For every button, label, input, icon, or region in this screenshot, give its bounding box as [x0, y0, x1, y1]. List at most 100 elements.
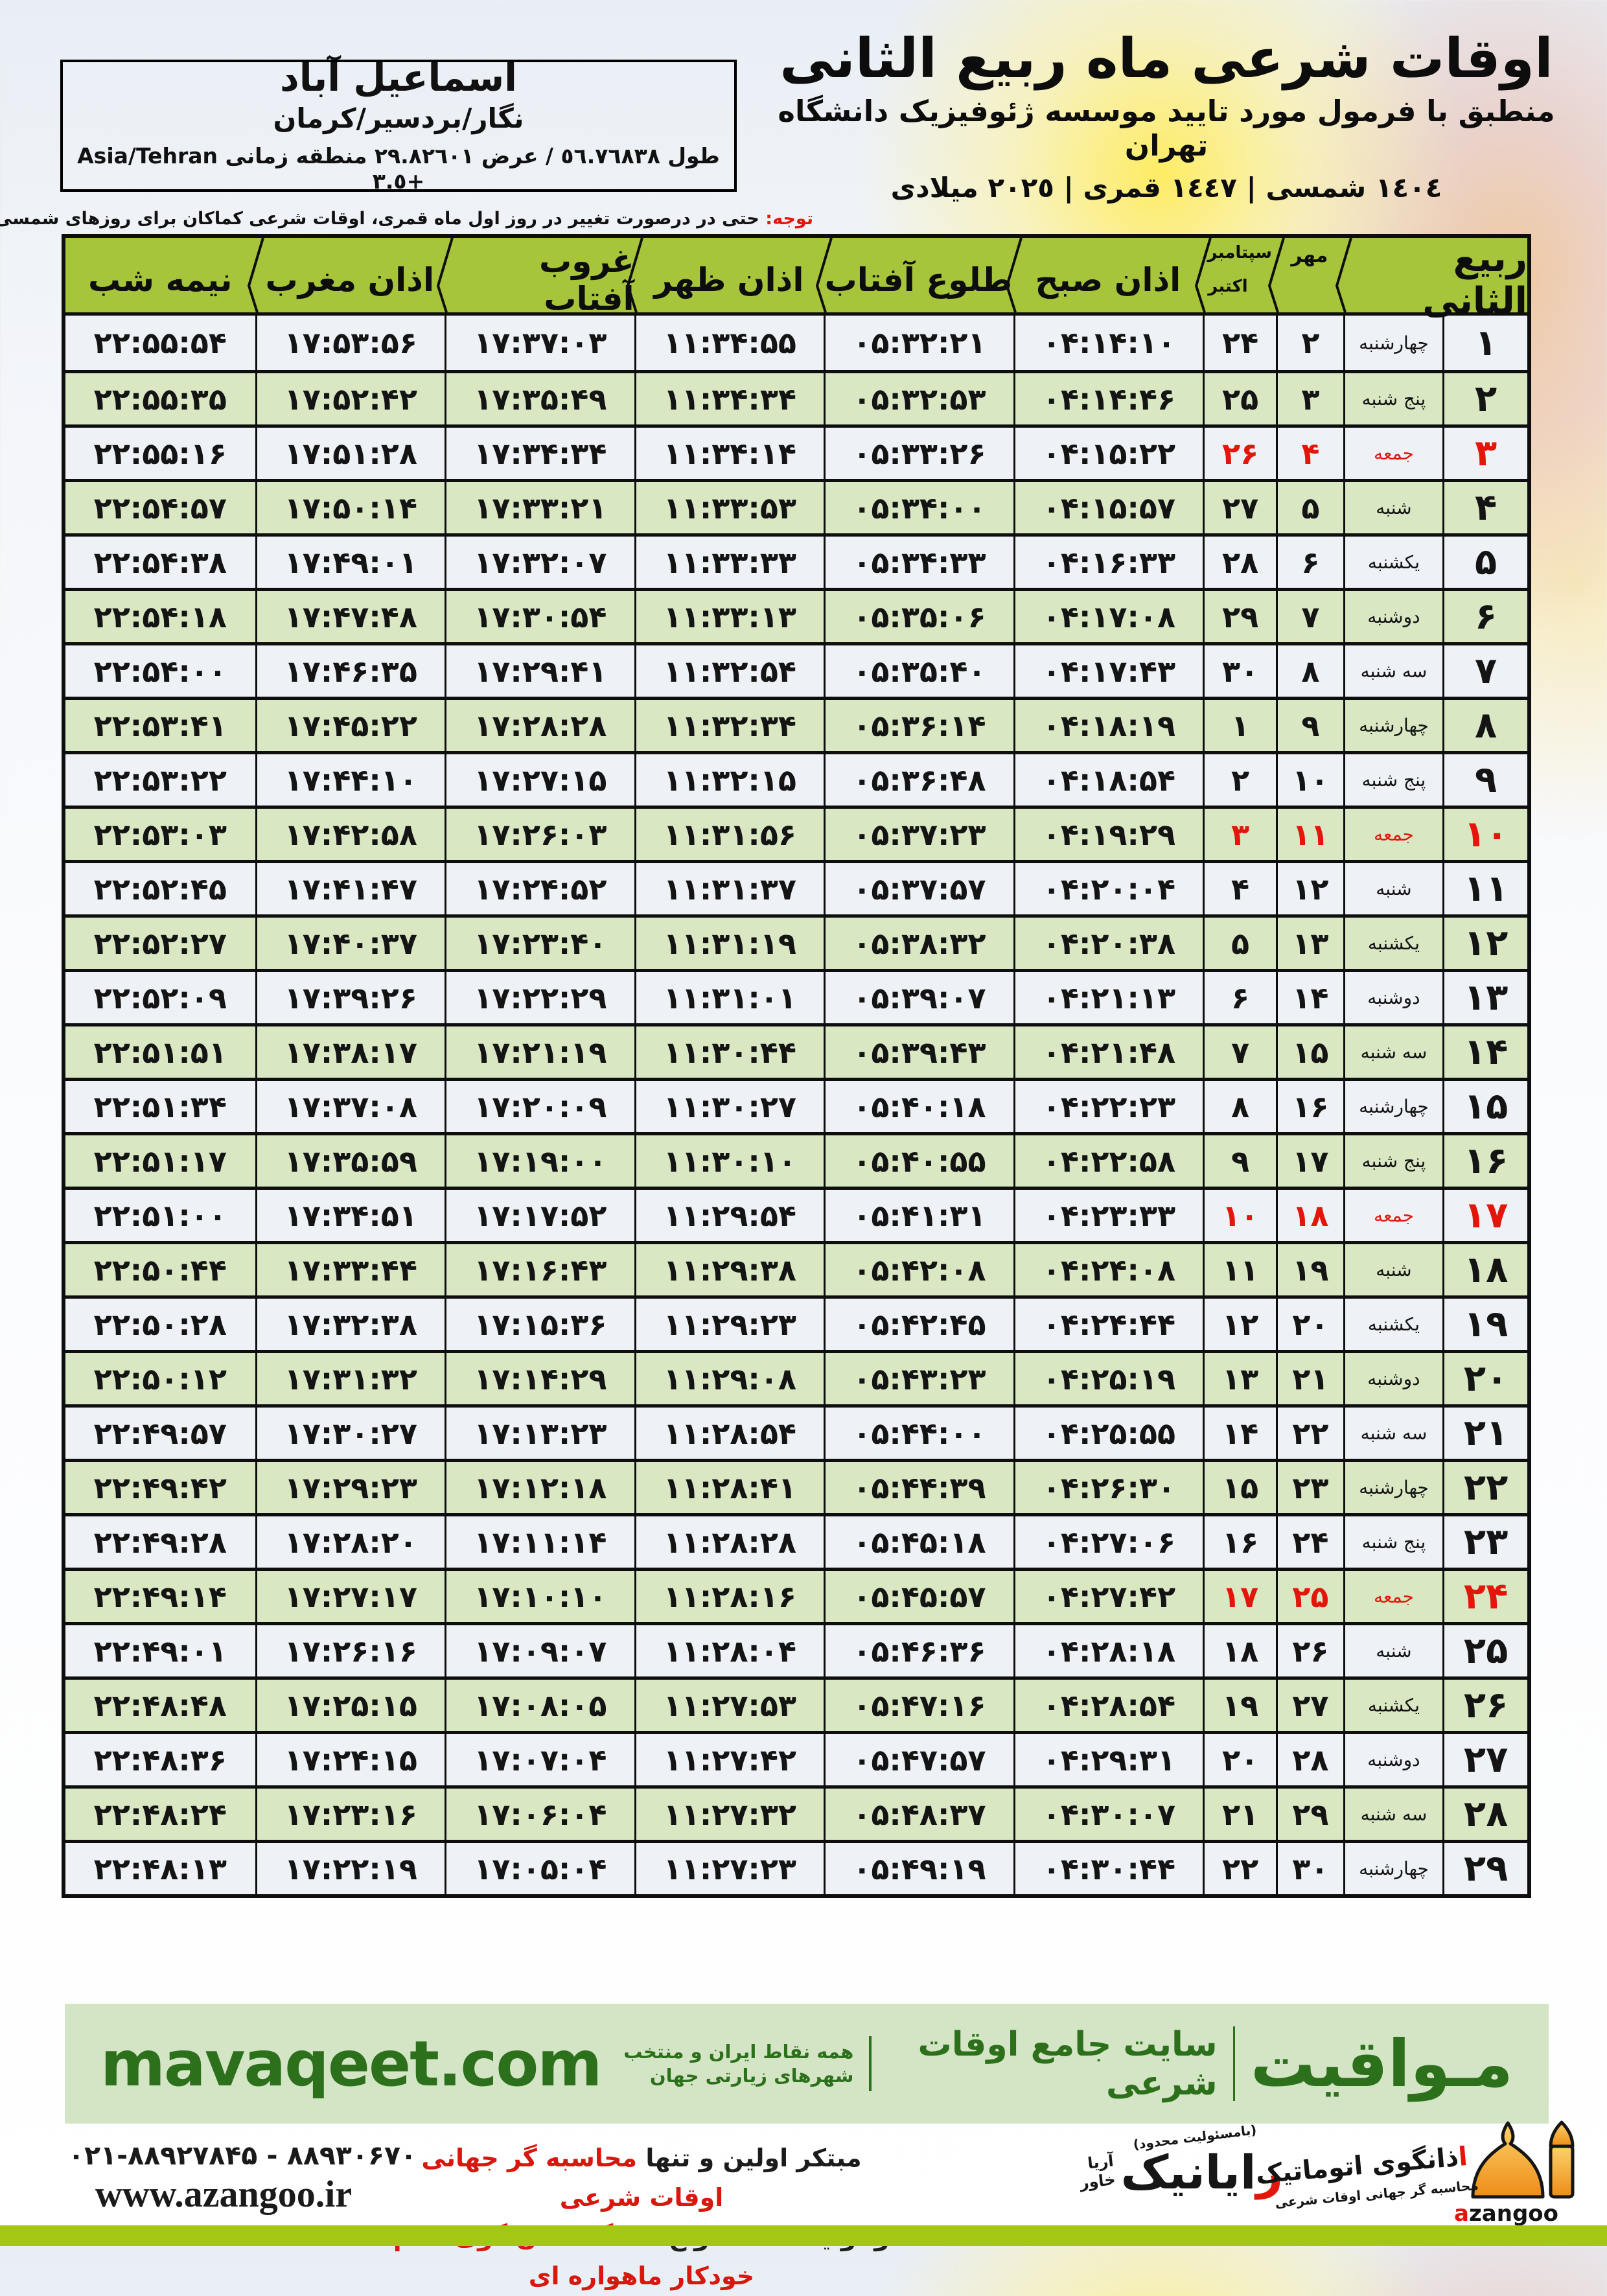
table-row: ۲۶ یکشنبه ۲۷ ۱۹ ۰۴:۲۸:۵۴ ۰۵:۴۷:۱۶ ۱۱:۲۷:… [65, 1676, 1527, 1731]
cell-sunset-time: ۱۷:۱۹:۰۰ [445, 1135, 634, 1187]
cell-weekday: شنبه [1343, 1244, 1442, 1295]
cell-midnight-time: ۲۲:۴۸:۳۶ [93, 1742, 227, 1778]
cell-day-number: ۵ [1442, 537, 1527, 588]
cell-midnight-time: ۲۲:۴۹:۱۴ [93, 1579, 227, 1614]
cell-sunrise-time: ۰۵:۳۲:۲۱ [824, 316, 1013, 370]
table-row: ۶ دوشنبه ۷ ۲۹ ۰۴:۱۷:۰۸ ۰۵:۳۵:۰۶ ۱۱:۳۳:۱۳… [65, 588, 1527, 642]
cell-midnight-time: ۲۲:۵۱:۰۰ [93, 1198, 227, 1233]
cell-day-number: ۱۵ [1442, 1081, 1527, 1132]
cell-sunset-time: ۱۷:۱۱:۱۴ [445, 1516, 634, 1568]
cell-sunrise-time: ۰۵:۴۱:۳۱ [824, 1190, 1013, 1241]
table-row: ۱۳ دوشنبه ۱۴ ۶ ۰۴:۲۱:۱۳ ۰۵:۳۹:۰۷ ۱۱:۳۱:۰… [65, 969, 1527, 1023]
column-header-october: اکتبر [1208, 277, 1248, 296]
cell-sunrise-time: ۰۵:۳۷:۲۳ [824, 809, 1013, 860]
cell-midnight-time: ۲۲:۵۱:۱۷ [93, 1143, 227, 1179]
column-header-september-october: سپتامبر اکتبر [1203, 238, 1276, 322]
cell-midnight-time: ۲۲:۵۱:۵۱ [93, 1034, 227, 1070]
cell-mehr-day: ۲۰ [1275, 1299, 1343, 1350]
cell-dhuhr-time: ۱۱:۳۱:۵۶ [634, 809, 824, 860]
cell-fajr-time: ۰۴:۲۲:۵۸ [1013, 1135, 1203, 1187]
footer-tagline-1: سایت جامع اوقات شرعی [918, 2024, 1218, 2103]
cell-weekday: دوشنبه [1343, 1353, 1442, 1404]
cell-midnight-time: ۲۲:۴۸:۱۳ [93, 1851, 227, 1886]
cell-day-number: ۱۶ [1442, 1135, 1527, 1187]
cell-day-number: ۲۶ [1442, 1680, 1527, 1731]
cell-mehr-day: ۹ [1275, 700, 1343, 751]
cell-sunrise-time: ۰۵:۴۷:۵۷ [824, 1734, 1013, 1785]
cell-mehr-day: ۲۳ [1275, 1462, 1343, 1513]
cell-weekday: پنج شنبه [1343, 754, 1442, 806]
cell-sunset-time: ۱۷:۳۷:۰۳ [445, 316, 634, 370]
cell-midnight-time: ۲۲:۵۰:۴۴ [93, 1252, 227, 1288]
cell-fajr-time: ۰۴:۱۶:۳۳ [1013, 537, 1203, 588]
cell-dhuhr-time: ۱۱:۲۸:۰۴ [634, 1625, 824, 1676]
cell-september-day: ۱۴ [1203, 1408, 1276, 1459]
cell-midnight-time: ۲۲:۵۱:۳۴ [93, 1089, 227, 1124]
cell-september-day: ۳۰ [1203, 645, 1276, 697]
table-row: ۱۴ سه شنبه ۱۵ ۷ ۰۴:۲۱:۴۸ ۰۵:۳۹:۴۳ ۱۱:۳۰:… [65, 1023, 1527, 1078]
table-row: ۲۹ چهارشنبه ۳۰ ۲۲ ۰۴:۳۰:۴۴ ۰۵:۴۹:۱۹ ۱۱:۲… [65, 1840, 1527, 1894]
table-row: ۴ شنبه ۵ ۲۷ ۰۴:۱۵:۵۷ ۰۵:۳۴:۰۰ ۱۱:۳۳:۵۳ ۱… [65, 479, 1527, 533]
cell-maghrib-time: ۱۷:۴۷:۴۸ [255, 591, 445, 642]
cell-september-day: ۲۶ [1203, 428, 1276, 479]
footer-divider [869, 2036, 872, 2091]
cell-fajr-time: ۰۴:۲۳:۳۳ [1013, 1190, 1203, 1241]
cell-day-number: ۲۰ [1442, 1353, 1527, 1404]
calendar-years: ١٤٠٤ شمسی | ١٤٤٧ قمری | ٢٠٢٥ میلادی [890, 171, 1442, 203]
cell-maghrib-time: ۱۷:۵۰:۱۴ [255, 482, 445, 533]
table-row: ۵ یکشنبه ۶ ۲۸ ۰۴:۱۶:۳۳ ۰۵:۳۴:۳۳ ۱۱:۳۳:۳۳… [65, 533, 1527, 588]
cell-mehr-day: ۳ [1275, 373, 1343, 424]
contact-block: ۰۲۱-۸۸۹۲۷۸۴۵ - ۸۸۹۳۰۶۷۰ www.azangoo.ir [68, 2140, 417, 2216]
column-header-september: سپتامبر [1207, 243, 1272, 262]
cell-midnight-time: ۲۲:۵۴:۵۷ [93, 490, 227, 526]
cell-dhuhr-time: ۱۱:۳۰:۲۷ [634, 1081, 824, 1132]
notice-line: توجه: حتی در درصورت تغییر در روز اول ماه… [0, 209, 813, 229]
cell-weekday: پنج شنبه [1343, 373, 1442, 424]
mavaqeet-brand: مـواقیت [1250, 2025, 1513, 2102]
cell-weekday: چهارشنبه [1343, 1843, 1442, 1894]
cell-sunrise-time: ۰۵:۴۲:۰۸ [824, 1244, 1013, 1295]
cell-fajr-time: ۰۴:۲۷:۴۲ [1013, 1571, 1203, 1622]
cell-sunset-time: ۱۷:۱۷:۵۲ [445, 1190, 634, 1241]
cell-fajr-time: ۰۴:۲۰:۰۴ [1013, 863, 1203, 914]
cell-day-number: ۱۰ [1442, 809, 1527, 860]
cell-sunrise-time: ۰۵:۳۵:۴۰ [824, 645, 1013, 697]
table-row: ۲۴ جمعه ۲۵ ۱۷ ۰۴:۲۷:۴۲ ۰۵:۴۵:۵۷ ۱۱:۲۸:۱۶… [65, 1568, 1527, 1622]
cell-mehr-day: ۲۲ [1275, 1408, 1343, 1459]
cell-day-number: ۱۲ [1442, 918, 1527, 969]
cell-sunset-time: ۱۷:۰۹:۰۷ [445, 1625, 634, 1676]
cell-dhuhr-time: ۱۱:۲۹:۲۳ [634, 1299, 824, 1350]
cell-weekday: یکشنبه [1343, 918, 1442, 969]
column-header-sunrise: طلوع آفتاب [824, 261, 1013, 299]
cell-september-day: ۱۹ [1203, 1680, 1276, 1731]
cell-dhuhr-time: ۱۱:۳۳:۱۳ [634, 591, 824, 642]
cell-sunrise-time: ۰۵:۴۶:۳۶ [824, 1625, 1013, 1676]
cell-mehr-day: ۲۱ [1275, 1353, 1343, 1404]
cell-mehr-day: ۸ [1275, 645, 1343, 697]
cell-sunrise-time: ۰۵:۴۴:۰۰ [824, 1408, 1013, 1459]
phone-numbers: ۰۲۱-۸۸۹۲۷۸۴۵ - ۸۸۹۳۰۶۷۰ [68, 2140, 417, 2171]
cell-day-number: ۱۸ [1442, 1244, 1527, 1295]
cell-september-day: ۳ [1203, 809, 1276, 860]
cell-midnight-time: ۲۲:۴۹:۰۱ [93, 1633, 227, 1669]
cell-sunrise-time: ۰۵:۴۵:۵۷ [824, 1571, 1013, 1622]
cell-sunrise-time: ۰۵:۳۲:۵۳ [824, 373, 1013, 424]
cell-dhuhr-time: ۱۱:۲۷:۳۲ [634, 1789, 824, 1840]
cell-maghrib-time: ۱۷:۲۶:۱۶ [255, 1625, 445, 1676]
table-row: ۱۲ یکشنبه ۱۳ ۵ ۰۴:۲۰:۳۸ ۰۵:۳۸:۳۲ ۱۱:۳۱:۱… [65, 914, 1527, 969]
azangoo-website-link[interactable]: www.azangoo.ir [95, 2173, 353, 2215]
cell-weekday: دوشنبه [1343, 972, 1442, 1023]
mavaqeet-url[interactable]: mavaqeet.com [100, 2027, 602, 2100]
cell-sunrise-time: ۰۵:۳۴:۰۰ [824, 482, 1013, 533]
cell-maghrib-time: ۱۷:۲۵:۱۵ [255, 1680, 445, 1731]
table-row: ۹ پنج شنبه ۱۰ ۲ ۰۴:۱۸:۵۴ ۰۵:۳۶:۴۸ ۱۱:۳۲:… [65, 751, 1527, 806]
cell-mehr-day: ۲۸ [1275, 1734, 1343, 1785]
cell-september-day: ۱۷ [1203, 1571, 1276, 1622]
azangoo-wordmark: اذانگوی اتوماتیک [1254, 2141, 1469, 2190]
cell-sunrise-time: ۰۵:۳۹:۴۳ [824, 1026, 1013, 1078]
cell-midnight-time: ۲۲:۵۲:۴۵ [93, 871, 227, 907]
cell-sunset-time: ۱۷:۱۰:۱۰ [445, 1571, 634, 1622]
table-row: ۲۲ چهارشنبه ۲۳ ۱۵ ۰۴:۲۶:۳۰ ۰۵:۴۴:۳۹ ۱۱:۲… [65, 1459, 1527, 1513]
cell-weekday: چهارشنبه [1343, 316, 1442, 370]
table-row: ۱۵ چهارشنبه ۱۶ ۸ ۰۴:۲۲:۲۳ ۰۵:۴۰:۱۸ ۱۱:۳۰… [65, 1078, 1527, 1132]
